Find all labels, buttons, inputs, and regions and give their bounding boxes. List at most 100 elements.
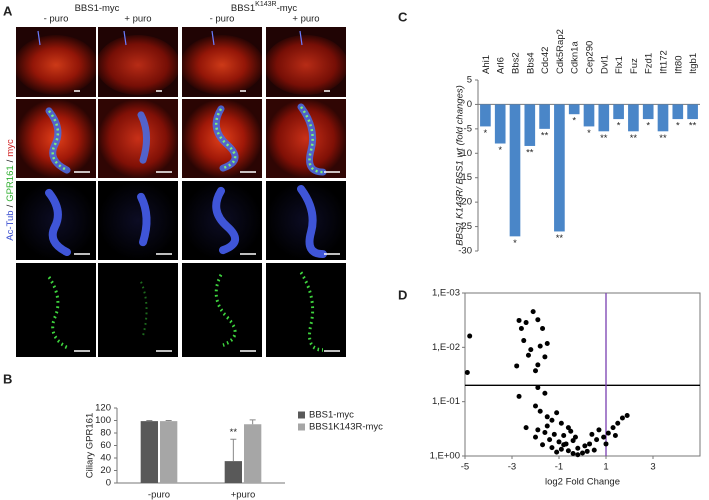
x-tick-label: Bbs2 — [511, 52, 522, 74]
bar — [480, 104, 491, 127]
micrograph — [266, 27, 346, 97]
bar — [494, 104, 506, 144]
y-axis-label: BBS1 K143R/ BSS1 wt (fold changes) — [455, 85, 466, 246]
point — [624, 413, 630, 419]
column-label: + puro — [292, 14, 319, 25]
micrograph — [182, 27, 262, 97]
point — [612, 433, 618, 439]
panel-label: B — [3, 371, 12, 386]
point — [558, 446, 564, 452]
bar — [657, 104, 669, 132]
x-tick-label: Ift172 — [659, 50, 670, 74]
point — [565, 425, 571, 431]
point — [587, 441, 593, 447]
y-axis-label: Ciliary GPR161 — [85, 413, 96, 478]
side-label-part: GPR161 — [5, 165, 16, 201]
micrograph — [16, 99, 96, 178]
y-tick-label: 0 — [106, 478, 111, 489]
bar — [160, 421, 178, 483]
bar — [583, 104, 595, 127]
point — [580, 450, 585, 456]
point — [542, 430, 548, 436]
y-tick-label: 0 — [467, 99, 472, 110]
micrograph — [16, 181, 96, 260]
x-tick-label: -1 — [555, 462, 563, 473]
panel-label: A — [3, 3, 13, 18]
column-label: + puro — [124, 14, 151, 25]
bar — [509, 104, 521, 237]
y-tick-label: 1,E-03 — [432, 288, 460, 299]
y-tick-label: 60 — [100, 440, 111, 451]
point — [610, 425, 616, 431]
point — [530, 309, 536, 315]
point — [523, 320, 529, 326]
point — [596, 427, 602, 433]
significance: * — [572, 116, 576, 127]
legend-swatch — [298, 423, 305, 431]
point — [605, 430, 611, 436]
significance: * — [646, 121, 650, 132]
bar — [613, 104, 624, 120]
y-tick-label: 100 — [95, 415, 111, 426]
x-tick-label: Fzd1 — [644, 53, 655, 74]
bar — [244, 424, 262, 483]
micrograph — [98, 99, 178, 178]
point — [561, 442, 567, 448]
significance: * — [587, 128, 591, 139]
bar — [554, 104, 565, 232]
micrographs — [16, 27, 346, 357]
micrograph — [182, 263, 262, 357]
point — [603, 441, 609, 447]
bar — [539, 104, 550, 129]
bar — [524, 104, 536, 146]
point — [575, 452, 581, 458]
bar — [140, 421, 158, 483]
error-bar — [249, 419, 256, 425]
point — [594, 437, 600, 443]
column-label: - puro — [44, 14, 69, 25]
significance: ** — [600, 133, 608, 144]
bar — [598, 104, 610, 132]
x-tick-label: Arl6 — [496, 57, 507, 74]
group-title: BBS1K143R-myc — [231, 1, 298, 14]
bar — [642, 104, 654, 120]
micrograph — [16, 27, 96, 97]
y-tick-label: -10 — [458, 148, 472, 159]
y-tick-label: -30 — [458, 246, 472, 257]
bar — [672, 104, 684, 120]
point — [533, 403, 538, 409]
point — [537, 408, 543, 414]
point — [575, 445, 581, 451]
x-tick-label: 1 — [603, 462, 608, 473]
point — [551, 431, 557, 437]
point — [533, 368, 538, 374]
group-title-part: BBS1 — [231, 3, 255, 14]
point — [540, 442, 546, 448]
y-tick-label: 1,E-02 — [432, 342, 460, 353]
point — [533, 434, 538, 440]
side-label-part: / — [5, 204, 16, 207]
micrograph — [266, 263, 346, 357]
side-label: Ac-Tub / GPR161 / myc — [5, 139, 16, 241]
point — [464, 369, 470, 375]
point — [615, 420, 621, 426]
micrograph — [98, 181, 178, 260]
point — [570, 451, 576, 457]
point — [570, 438, 576, 444]
micrograph — [182, 181, 262, 260]
micrograph — [182, 99, 262, 178]
point — [544, 340, 550, 346]
group-title-part: K143R — [255, 1, 276, 8]
panel-label: D — [398, 287, 407, 302]
point — [601, 434, 607, 440]
point — [521, 338, 527, 344]
micrograph — [266, 181, 346, 260]
y-tick-label: -5 — [464, 123, 472, 134]
error-bar — [230, 438, 237, 462]
y-tick-label: 20 — [100, 465, 111, 476]
point — [467, 333, 473, 339]
y-tick-label: -25 — [458, 221, 472, 232]
point — [514, 363, 520, 369]
point — [544, 414, 550, 420]
